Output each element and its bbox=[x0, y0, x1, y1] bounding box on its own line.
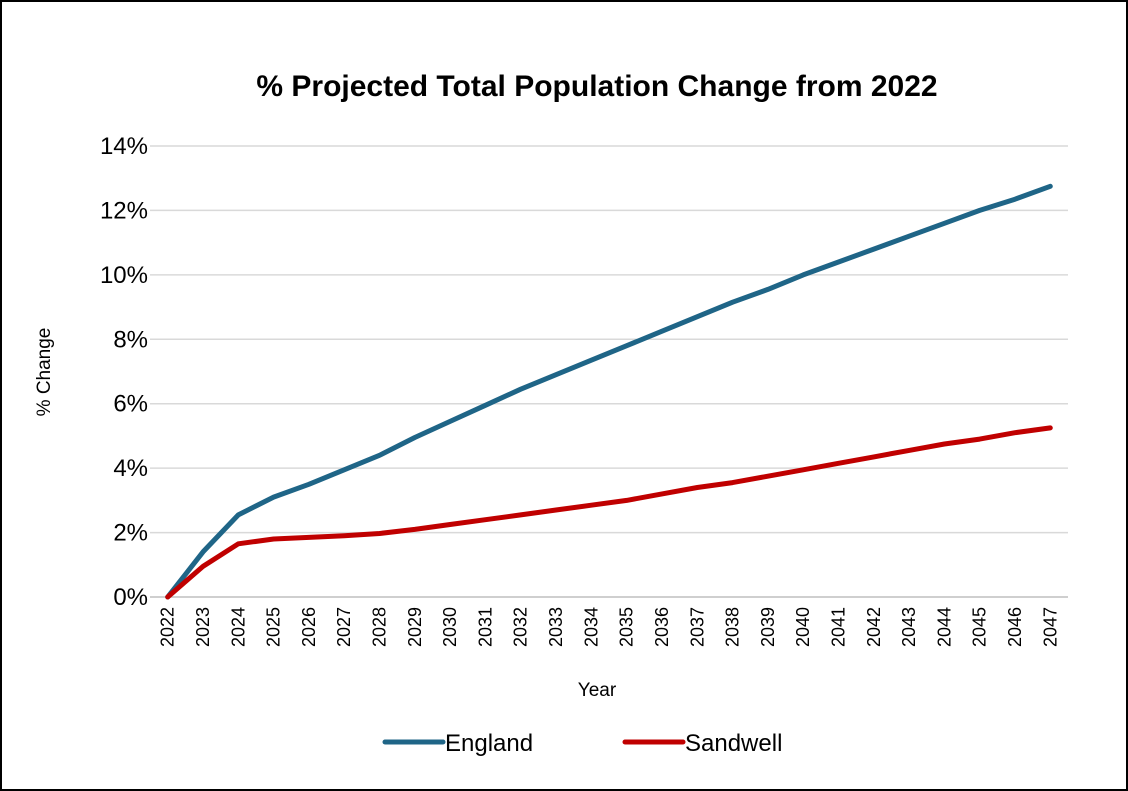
x-tick-label: 2044 bbox=[934, 607, 954, 647]
x-tick-label: 2025 bbox=[264, 607, 284, 647]
y-tick-label: 14% bbox=[100, 133, 148, 160]
x-tick-label: 2022 bbox=[158, 607, 178, 647]
legend-label-sandwell: Sandwell bbox=[685, 730, 782, 757]
x-tick-label: 2034 bbox=[581, 607, 601, 647]
series-line-england bbox=[165, 183, 1053, 600]
x-tick-label: 2023 bbox=[193, 607, 213, 647]
x-tick-label: 2040 bbox=[793, 607, 813, 647]
legend-label-england: England bbox=[445, 730, 533, 757]
x-tick-label: 2027 bbox=[334, 607, 354, 647]
x-tick-label: 2024 bbox=[228, 607, 248, 647]
gridlines bbox=[150, 145, 1068, 598]
x-tick-label: 2046 bbox=[1005, 607, 1025, 647]
series-lines bbox=[165, 183, 1053, 600]
x-tick-label: 2043 bbox=[899, 607, 919, 647]
x-tick-label: 2047 bbox=[1040, 607, 1060, 647]
y-axis-label: % Change bbox=[34, 328, 55, 417]
y-tick-label: 0% bbox=[113, 584, 148, 611]
x-tick-label: 2030 bbox=[440, 607, 460, 647]
x-tick-label: 2038 bbox=[723, 607, 743, 647]
chart-title: % Projected Total Population Change from… bbox=[256, 70, 937, 103]
y-tick-label: 12% bbox=[100, 197, 148, 224]
x-axis-ticks: 2022 2023 2024 2025 2026 2027 2028 2029 2030 2031… bbox=[158, 607, 1061, 647]
y-tick-label: 10% bbox=[100, 262, 148, 289]
x-tick-label: 2036 bbox=[652, 607, 672, 647]
x-tick-label: 2029 bbox=[405, 607, 425, 647]
x-tick-label: 2045 bbox=[970, 607, 990, 647]
x-tick-label: 2035 bbox=[617, 607, 637, 647]
x-axis-label: Year bbox=[578, 680, 617, 701]
x-tick-label: 2039 bbox=[758, 607, 778, 647]
x-tick-label: 2041 bbox=[829, 607, 849, 647]
x-tick-label: 2032 bbox=[511, 607, 531, 647]
x-tick-label: 2042 bbox=[864, 607, 884, 647]
series-line-sandwell bbox=[165, 425, 1053, 600]
x-tick-label: 2031 bbox=[475, 607, 495, 647]
y-tick-label: 4% bbox=[113, 455, 148, 482]
y-tick-label: 2% bbox=[113, 520, 148, 547]
y-tick-label: 8% bbox=[113, 326, 148, 353]
x-tick-label: 2037 bbox=[687, 607, 707, 647]
y-axis-ticks: 0% 2% 4% 6% 8% 10% 12% 14% bbox=[100, 133, 148, 611]
x-tick-label: 2026 bbox=[299, 607, 319, 647]
y-tick-label: 6% bbox=[113, 391, 148, 418]
x-tick-label: 2028 bbox=[370, 607, 390, 647]
x-tick-label: 2033 bbox=[546, 607, 566, 647]
legend: England Sandwell bbox=[382, 730, 782, 757]
